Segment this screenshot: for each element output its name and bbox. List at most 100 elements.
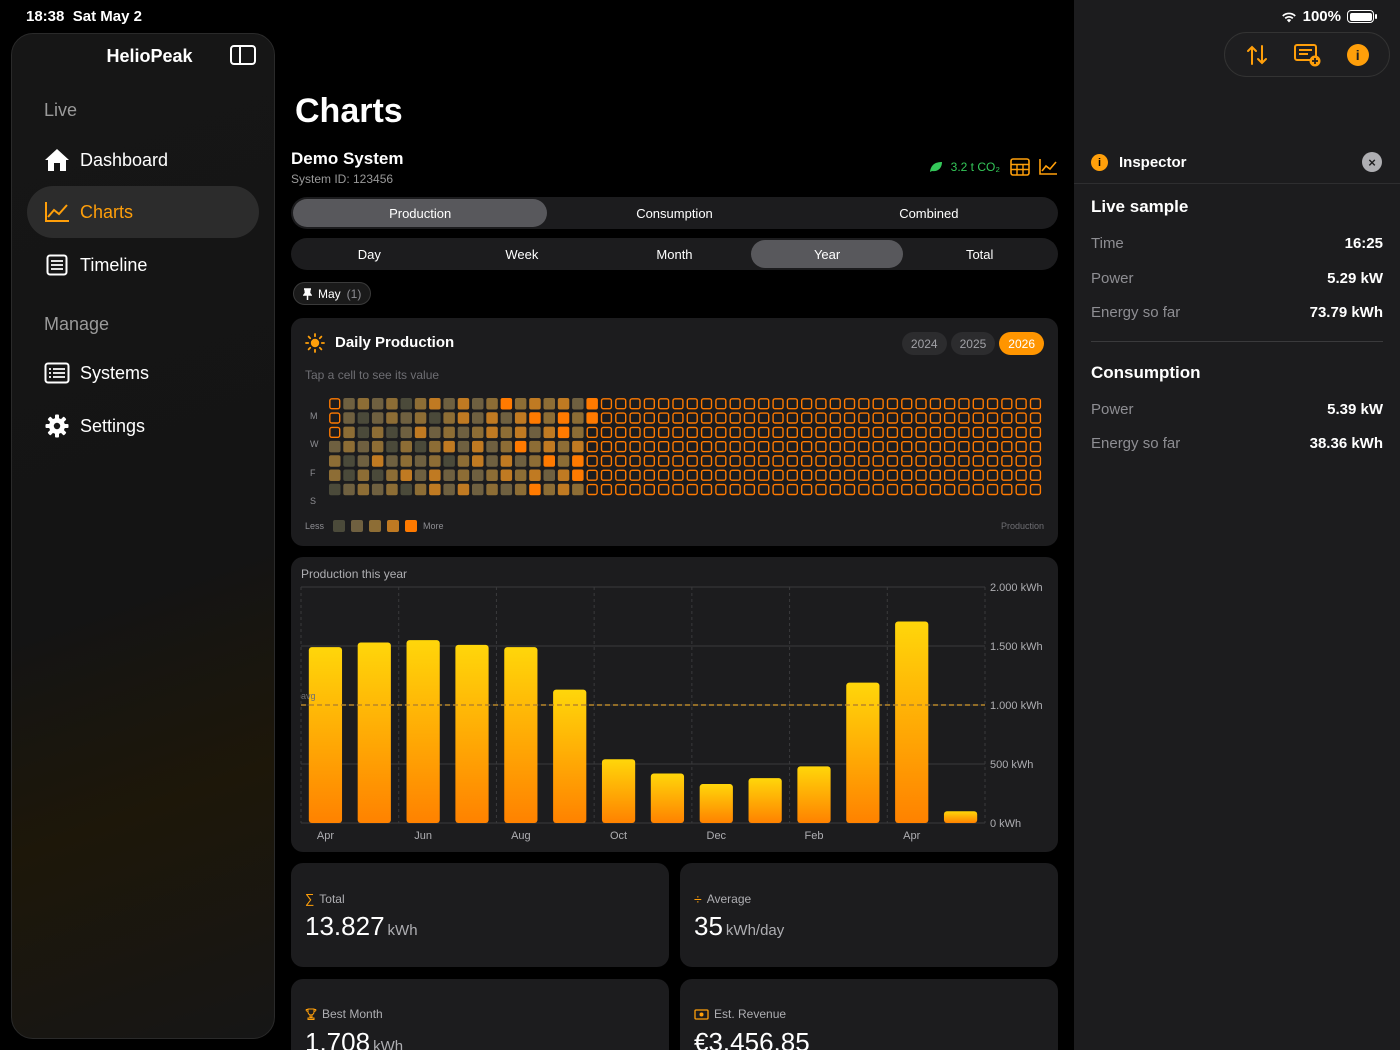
heatmap-cell[interactable] bbox=[729, 398, 741, 410]
bar-apr[interactable] bbox=[308, 647, 343, 823]
heatmap-cell[interactable] bbox=[586, 398, 598, 410]
heatmap-cell[interactable] bbox=[843, 412, 856, 424]
heatmap-cell[interactable] bbox=[901, 398, 913, 410]
heatmap-cell[interactable] bbox=[643, 412, 655, 424]
heatmap-cell[interactable] bbox=[472, 455, 484, 467]
heatmap-cell[interactable] bbox=[886, 426, 899, 438]
heatmap-cell[interactable] bbox=[643, 441, 655, 453]
heatmap-cell[interactable] bbox=[371, 398, 384, 410]
heatmap-cell[interactable] bbox=[514, 483, 527, 496]
heatmap-cell[interactable] bbox=[486, 412, 498, 424]
heatmap-cell[interactable] bbox=[1001, 426, 1013, 438]
heatmap-cell[interactable] bbox=[500, 483, 513, 496]
heatmap-cell[interactable] bbox=[829, 455, 841, 467]
bar-may[interactable] bbox=[943, 811, 978, 823]
heatmap-cell[interactable] bbox=[700, 398, 713, 410]
heatmap-cell[interactable] bbox=[557, 440, 570, 453]
heatmap-cell[interactable] bbox=[815, 483, 827, 496]
heatmap-cell[interactable] bbox=[758, 483, 770, 496]
heatmap-cell[interactable] bbox=[615, 426, 627, 438]
heatmap-cell[interactable] bbox=[486, 398, 498, 410]
heatmap-cell[interactable] bbox=[686, 426, 698, 438]
heatmap-cell[interactable] bbox=[443, 483, 455, 496]
heatmap-cell[interactable] bbox=[929, 469, 942, 481]
heatmap-cell[interactable] bbox=[343, 398, 355, 410]
heatmap-cell[interactable] bbox=[371, 440, 384, 453]
heatmap-cell[interactable] bbox=[343, 483, 355, 496]
tab-day[interactable]: Day bbox=[357, 246, 381, 262]
heatmap-cell[interactable] bbox=[615, 398, 627, 410]
heatmap-cell[interactable] bbox=[457, 469, 470, 482]
heatmap-cell[interactable] bbox=[986, 398, 999, 410]
heatmap-cell[interactable] bbox=[586, 441, 598, 453]
heatmap-cell[interactable] bbox=[672, 455, 684, 467]
heatmap-cell[interactable] bbox=[615, 412, 627, 424]
heatmap-cell[interactable] bbox=[329, 426, 341, 438]
heatmap-cell[interactable] bbox=[386, 398, 398, 410]
heatmap-cell[interactable] bbox=[986, 483, 999, 496]
heatmap-cell[interactable] bbox=[557, 398, 570, 410]
heatmap-cell[interactable] bbox=[743, 455, 756, 467]
heatmap-cell[interactable] bbox=[815, 426, 827, 438]
heatmap-cell[interactable] bbox=[886, 398, 899, 410]
heatmap-cell[interactable] bbox=[586, 483, 598, 496]
heatmap-cell[interactable] bbox=[672, 426, 684, 438]
heatmap-cell[interactable] bbox=[543, 483, 556, 496]
heatmap-cell[interactable] bbox=[858, 469, 870, 481]
table-icon[interactable] bbox=[1010, 158, 1030, 176]
heatmap-cell[interactable] bbox=[629, 412, 641, 424]
bar-jan[interactable] bbox=[748, 778, 782, 823]
heatmap-cell[interactable] bbox=[929, 455, 942, 467]
heatmap-cell[interactable] bbox=[700, 412, 713, 424]
heatmap-cell[interactable] bbox=[886, 455, 899, 467]
heatmap-cell[interactable] bbox=[958, 469, 970, 481]
heatmap-cell[interactable] bbox=[443, 455, 455, 467]
heatmap-cell[interactable] bbox=[371, 426, 384, 439]
heatmap-cell[interactable] bbox=[958, 426, 970, 438]
heatmap-cell[interactable] bbox=[986, 441, 999, 453]
heatmap-cell[interactable] bbox=[872, 455, 884, 467]
heatmap-cell[interactable] bbox=[686, 483, 698, 496]
heatmap-cell[interactable] bbox=[429, 440, 441, 453]
heatmap-cell[interactable] bbox=[457, 398, 470, 410]
heatmap-cell[interactable] bbox=[772, 412, 784, 424]
heatmap-cell[interactable] bbox=[886, 441, 899, 453]
sidebar-item-timeline[interactable]: Timeline bbox=[27, 239, 259, 291]
heatmap-cell[interactable] bbox=[658, 426, 670, 438]
heatmap-cell[interactable] bbox=[843, 469, 856, 481]
heatmap-cell[interactable] bbox=[543, 398, 556, 410]
heatmap-cell[interactable] bbox=[500, 440, 513, 453]
heatmap-cell[interactable] bbox=[629, 426, 641, 438]
heatmap-cell[interactable] bbox=[929, 412, 942, 424]
heatmap-cell[interactable] bbox=[357, 440, 370, 453]
heatmap-cell[interactable] bbox=[829, 398, 841, 410]
heatmap-cell[interactable] bbox=[829, 412, 841, 424]
heatmap-cell[interactable] bbox=[843, 426, 856, 438]
heatmap-cell[interactable] bbox=[772, 441, 784, 453]
heatmap-cell[interactable] bbox=[386, 455, 398, 467]
heatmap-cell[interactable] bbox=[972, 398, 984, 410]
info-icon[interactable]: i bbox=[1346, 43, 1369, 66]
heatmap-cell[interactable] bbox=[600, 441, 613, 453]
heatmap-cell[interactable] bbox=[743, 469, 756, 481]
heatmap-cell[interactable] bbox=[672, 412, 684, 424]
heatmap-cell[interactable] bbox=[1015, 412, 1027, 424]
heatmap-cell[interactable] bbox=[786, 426, 798, 438]
heatmap-cell[interactable] bbox=[1029, 398, 1042, 410]
heatmap-cell[interactable] bbox=[586, 469, 598, 481]
heatmap-cell[interactable] bbox=[472, 426, 484, 439]
heatmap-cell[interactable] bbox=[615, 455, 627, 467]
heatmap-cell[interactable] bbox=[514, 440, 527, 453]
heatmap-cell[interactable] bbox=[400, 455, 413, 467]
heatmap-cell[interactable] bbox=[743, 441, 756, 453]
heatmap-cell[interactable] bbox=[615, 441, 627, 453]
heatmap-cell[interactable] bbox=[600, 398, 613, 410]
swap-arrows-icon[interactable] bbox=[1245, 43, 1269, 67]
heatmap-cell[interactable] bbox=[400, 440, 413, 453]
heatmap-cell[interactable] bbox=[543, 455, 556, 467]
heatmap-cell[interactable] bbox=[457, 412, 470, 424]
heatmap-cell[interactable] bbox=[901, 412, 913, 424]
heatmap-cell[interactable] bbox=[901, 426, 913, 438]
heatmap-cell[interactable] bbox=[543, 469, 556, 482]
heatmap-cell[interactable] bbox=[858, 412, 870, 424]
